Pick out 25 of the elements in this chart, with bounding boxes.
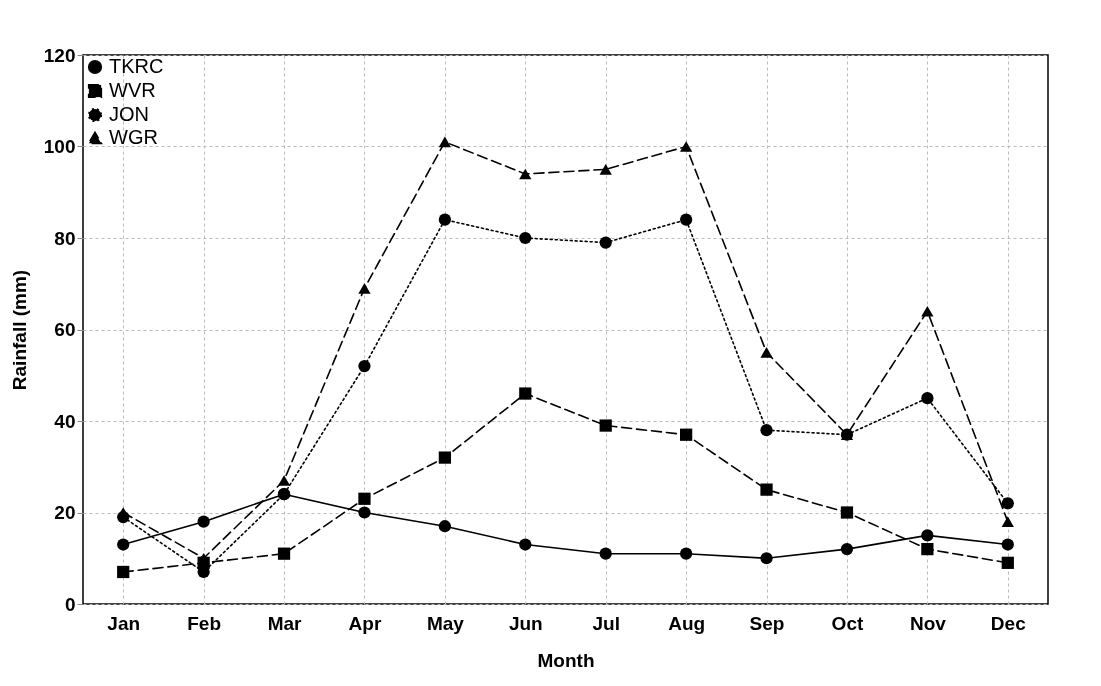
legend-label: TKRC [109, 55, 164, 77]
x-tick-label: Mar [267, 612, 303, 634]
x-tick-label: Jul [592, 612, 620, 634]
x-tick-label: Nov [909, 612, 947, 634]
x-tick-label: May [426, 612, 465, 634]
x-tick-label: Jun [508, 612, 543, 634]
x-tick-label: Oct [831, 612, 864, 634]
x-tick-label: Apr [348, 612, 382, 634]
x-tick-label: Jan [107, 612, 141, 634]
y-tick-label: 20 [54, 502, 76, 523]
y-tick-label: 40 [54, 410, 76, 432]
y-tick-label: 60 [54, 319, 76, 340]
x-tick-label: Aug [668, 612, 706, 634]
legend-label: WGR [109, 126, 158, 148]
x-tick-label: Feb [187, 612, 222, 634]
y-tick-label: 120 [43, 44, 76, 66]
x-tick-label: Sep [749, 612, 785, 634]
x-tick-label: Dec [990, 612, 1027, 634]
y-tick-label: 0 [64, 593, 76, 615]
legend-label: JON [109, 103, 149, 125]
x-axis-title: Month [537, 649, 595, 671]
legend-label: WVR [109, 79, 156, 101]
y-axis-title: Rainfall (mm) [8, 269, 30, 391]
y-tick-label: 100 [43, 136, 76, 157]
y-tick-label: 80 [54, 227, 76, 249]
